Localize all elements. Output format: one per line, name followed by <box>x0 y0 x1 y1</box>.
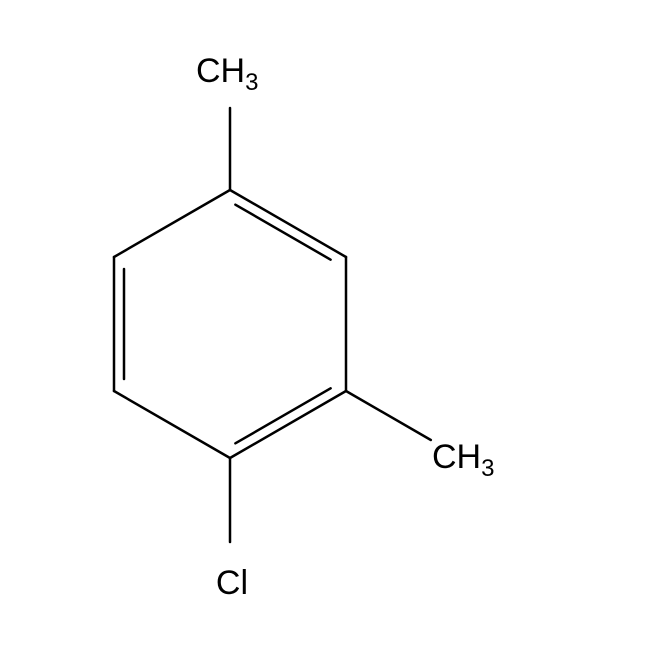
atom-label-CH3_top: CH3 <box>196 52 258 96</box>
atom-label-Cl: Cl <box>216 564 248 602</box>
atom-label-CH3_right: CH3 <box>432 438 494 482</box>
chemical-structure: CH3 CH3 Cl <box>0 0 650 650</box>
